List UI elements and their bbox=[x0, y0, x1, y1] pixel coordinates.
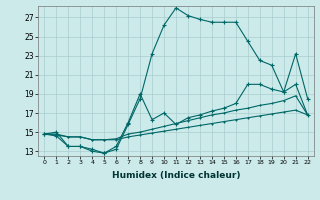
X-axis label: Humidex (Indice chaleur): Humidex (Indice chaleur) bbox=[112, 171, 240, 180]
